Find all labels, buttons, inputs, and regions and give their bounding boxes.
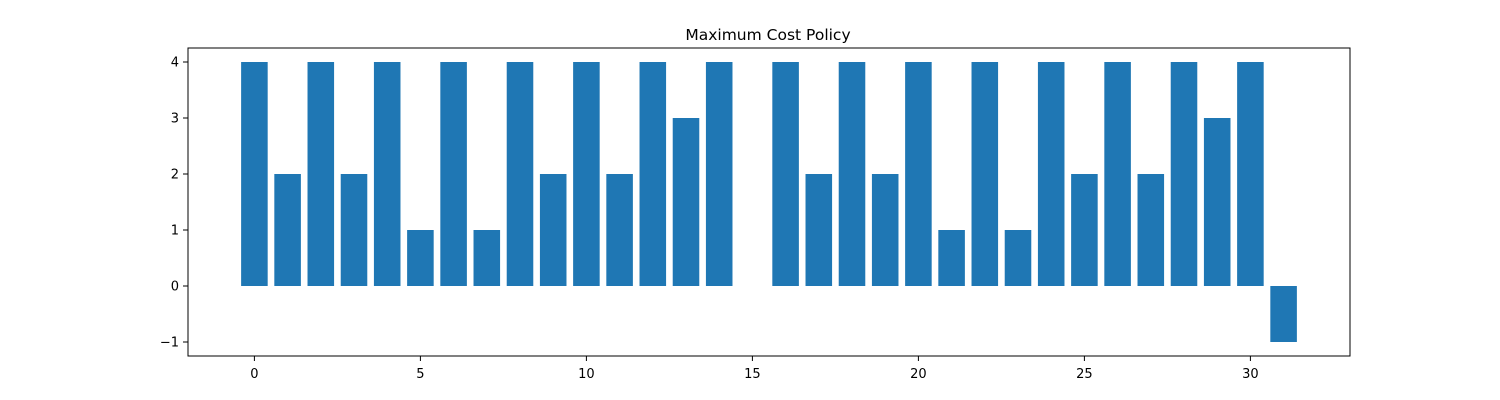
bar-26 <box>1104 62 1131 286</box>
bar-8 <box>506 62 534 286</box>
x-tick-label: 5 <box>416 367 424 382</box>
bar-18 <box>838 62 866 286</box>
bar-0 <box>241 62 268 286</box>
bar-5 <box>407 230 434 286</box>
bar-28 <box>1170 62 1198 286</box>
bar-19 <box>871 174 899 286</box>
bar-24 <box>1037 62 1065 286</box>
bar-1 <box>274 174 301 286</box>
bar-11 <box>606 174 633 286</box>
bar-22 <box>971 62 999 286</box>
bar-4 <box>373 62 401 286</box>
x-tick-label: 30 <box>1242 367 1259 382</box>
bar-23 <box>1004 230 1032 286</box>
bar-27 <box>1137 174 1165 286</box>
bar-12 <box>639 62 667 286</box>
bar-3 <box>340 174 368 286</box>
bar-6 <box>440 62 467 286</box>
bar-25 <box>1071 174 1098 286</box>
bar-29 <box>1203 118 1231 286</box>
x-tick-label: 25 <box>1076 367 1093 382</box>
bar-20 <box>905 62 932 286</box>
bar-30 <box>1237 62 1264 286</box>
bar-2 <box>307 62 335 286</box>
y-tick-label: 4 <box>171 56 179 71</box>
bar-17 <box>805 174 833 286</box>
axes-group: 0 5 10 15 20 25 30 −1 0 1 2 3 4 <box>160 47 1351 382</box>
bar-16 <box>772 62 799 286</box>
y-tick-label: 3 <box>171 112 179 127</box>
plot-frame <box>187 47 1351 357</box>
y-tick-label: 1 <box>171 224 179 239</box>
x-tick-label: 20 <box>910 367 927 382</box>
bar-9 <box>539 174 567 286</box>
y-tick-label: 2 <box>171 168 179 183</box>
bars-group <box>241 62 1297 342</box>
chart-title: Maximum Cost Policy <box>685 26 850 44</box>
bar-31 <box>1270 286 1297 342</box>
bar-13 <box>672 118 700 286</box>
bar-10 <box>573 62 600 286</box>
x-tick-label: 10 <box>578 367 595 382</box>
bar-14 <box>705 62 733 286</box>
x-tick-label: 15 <box>744 367 761 382</box>
y-tick-label: 0 <box>171 280 179 295</box>
y-tick-label: −1 <box>160 336 179 351</box>
x-tick-label: 0 <box>250 367 258 382</box>
bar-21 <box>938 230 965 286</box>
bar-7 <box>473 230 501 286</box>
